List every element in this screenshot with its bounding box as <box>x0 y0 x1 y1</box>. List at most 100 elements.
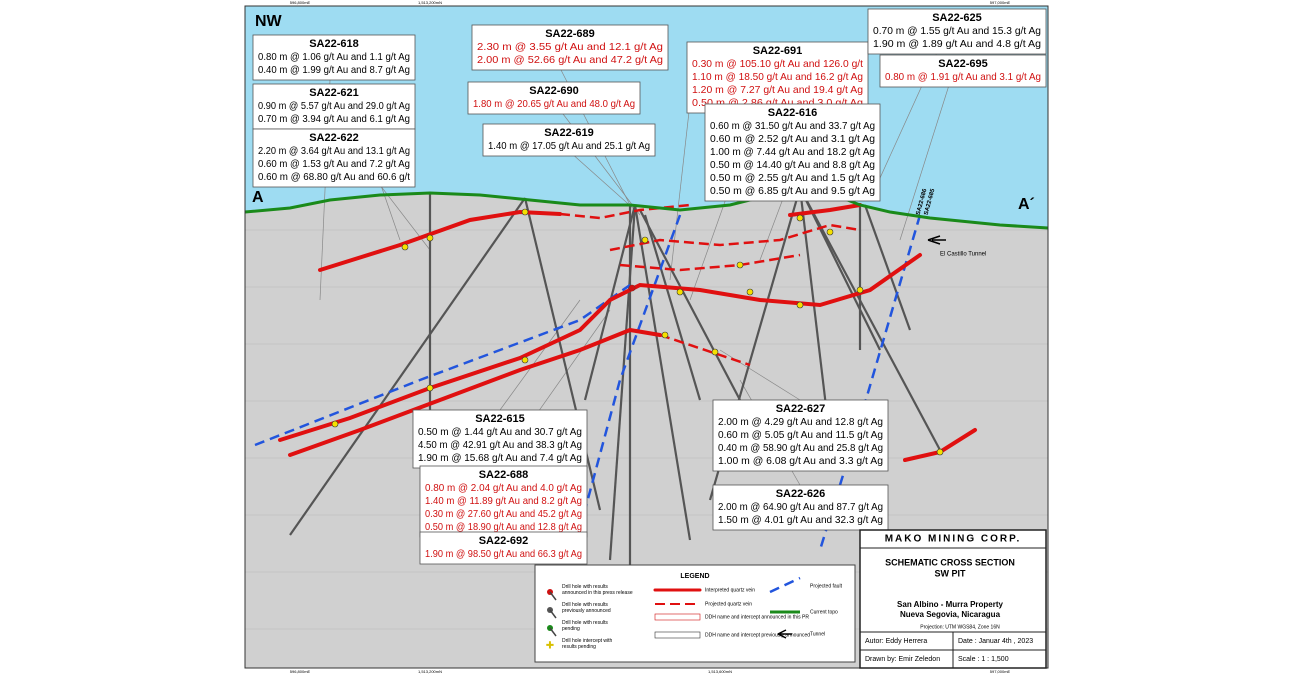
grid-label: 1,513,600mN <box>708 669 732 674</box>
legend-item: Projected fault <box>810 583 843 589</box>
intercept-line: 0.80 m @ 2.04 g/t Au and 4.0 g/t Ag <box>425 482 582 494</box>
intercept-line: 0.40 m @ 1.99 g/t Au and 8.7 g/t Ag <box>258 64 410 76</box>
hole-name: SA22-615 <box>475 413 525 425</box>
author: Autor: Eddy Herrera <box>865 638 927 645</box>
box-frame <box>482 123 656 157</box>
intercept-line: 1.00 m @ 6.08 g/t Au and 3.3 g/t Ag <box>718 455 883 467</box>
intercept-line: 1.50 m @ 4.01 g/t Au and 32.3 g/t Ag <box>718 514 883 526</box>
title-block: MAKO MINING CORP. SCHEMATIC CROSS SECTIO… <box>859 529 1047 669</box>
hole-name: SA22-618 <box>309 38 359 50</box>
hole-name: SA22-622 <box>309 132 359 144</box>
legend-item: Projected quartz vein <box>705 601 752 607</box>
hole-name: SA22-692 <box>479 535 529 547</box>
intercept-line: 0.80 m @ 1.91 g/t Au and 3.1 g/t Ag <box>885 71 1041 83</box>
intercept-line: 0.50 m @ 1.44 g/t Au and 30.7 g/t Ag <box>418 426 582 438</box>
fault <box>583 214 682 511</box>
box-frame <box>419 465 588 538</box>
legend-item: Interpreted quartz vein <box>705 587 755 593</box>
legend-item: Tunnel <box>810 631 825 637</box>
grid-label: 1,513,200mN <box>418 669 442 674</box>
intercept-line: 0.50 m @ 6.85 g/t Au and 9.5 g/t Ag <box>710 185 875 197</box>
scale: Scale : 1 : 1,500 <box>958 656 1009 663</box>
grid-label: 596,800mE <box>290 0 311 5</box>
tunnel-label: El Castillo Tunnel <box>940 252 986 258</box>
veins <box>278 203 977 462</box>
intercept-line: 2.20 m @ 3.64 g/t Au and 13.1 g/t Ag <box>258 145 410 157</box>
intercepts <box>331 208 944 456</box>
intercept-line: 2.00 m @ 52.66 g/t Au and 47.2 g/t Ag <box>477 54 663 66</box>
legend-item: Drill hole intercept with results pending <box>562 638 613 650</box>
block-subtitle: SW PIT <box>935 568 967 578</box>
hole-name: SA22-688 <box>479 469 529 481</box>
intercept-line: 1.90 m @ 1.89 g/t Au and 4.8 g/t Ag <box>873 38 1041 50</box>
legend-title: LEGEND <box>680 573 709 580</box>
box-frame <box>252 34 416 81</box>
intercept-line: 1.90 m @ 98.50 g/t Au and 66.3 g/t Ag <box>425 548 582 560</box>
hole-name: SA22-627 <box>776 403 826 415</box>
tunnel <box>927 235 946 245</box>
grid-labels: 596,800mE 1,513,200mN 597,000mE 596,800mE 1,… <box>290 0 1011 674</box>
intercept-line: 1.90 m @ 15.68 g/t Au and 7.4 g/t Ag <box>418 452 582 464</box>
intercept-line: 0.60 m @ 5.05 g/t Au and 11.5 g/t Ag <box>718 429 883 441</box>
intercept-line: 4.50 m @ 42.91 g/t Au and 38.3 g/t Ag <box>418 439 582 451</box>
intercept-line: 1.80 m @ 20.65 g/t Au and 48.0 g/t Ag <box>473 98 635 110</box>
date: Date : Januar 4th , 2023 <box>958 638 1033 645</box>
box-frame <box>704 103 881 202</box>
hole-name: SA22-695 <box>938 58 988 70</box>
intercept-line: 0.70 m @ 1.55 g/t Au and 15.3 g/t Ag <box>873 25 1041 37</box>
legend-item: Drill hole with results announced in this… <box>562 584 633 596</box>
intercept-line: 1.20 m @ 7.27 g/t Au and 19.4 g/t Ag <box>692 84 863 96</box>
hole-name: SA22-690 <box>529 85 579 97</box>
hole-name: SA22-625 <box>932 12 982 24</box>
intercept-line: 0.70 m @ 3.94 g/t Au and 6.1 g/t Ag <box>258 113 410 125</box>
box-frame <box>252 83 416 130</box>
intercept-line: 0.40 m @ 58.90 g/t Au and 25.8 g/t Ag <box>718 442 883 454</box>
svg-text:✚: ✚ <box>546 641 554 652</box>
grid-label: 597,000mE <box>990 669 1011 674</box>
intercept-line: 0.80 m @ 1.06 g/t Au and 1.1 g/t Ag <box>258 51 410 63</box>
intercept-line: 0.50 m @ 14.40 g/t Au and 8.8 g/t Ag <box>710 159 875 171</box>
legend-item: Current topo <box>810 609 838 615</box>
projection: Projection: UTM WGS84, Zone 16N <box>920 624 1000 630</box>
grid-label: 596,800mE <box>290 669 311 674</box>
intercept-line: 0.50 m @ 18.90 g/t Au and 12.8 g/t Ag <box>425 521 582 533</box>
corner-label: NW <box>255 13 283 30</box>
fault <box>254 283 631 447</box>
intercept-line: 0.60 m @ 1.53 g/t Au and 7.2 g/t Ag <box>258 158 410 170</box>
intercept-line: 0.90 m @ 5.57 g/t Au and 29.0 g/t Ag <box>258 100 410 112</box>
intercept-line: 0.30 m @ 27.60 g/t Au and 45.2 g/t Ag <box>425 508 582 520</box>
location: Nueva Segovia, Nicaragua <box>900 610 1001 619</box>
legend-item: DDH name and intercept announced in this… <box>705 614 809 620</box>
company: MAKO MINING CORP. <box>885 534 1022 545</box>
block-title: SCHEMATIC CROSS SECTION <box>885 557 1015 567</box>
legend: LEGEND ✚ Drill hole with results announce… <box>534 564 856 663</box>
intercept-line: 0.60 m @ 31.50 g/t Au and 33.7 g/t Ag <box>710 120 875 132</box>
box-frame <box>467 81 641 115</box>
intercept-line: 1.40 m @ 11.89 g/t Au and 8.2 g/t Ag <box>425 495 582 507</box>
section-end: A´ <box>1018 196 1035 213</box>
intercept-line: 2.00 m @ 4.29 g/t Au and 12.8 g/t Ag <box>718 416 883 428</box>
box-frame <box>712 484 889 531</box>
hole-name: SA22-616 <box>768 107 818 119</box>
grid-label: 597,000mE <box>990 0 1011 5</box>
box-frame <box>252 128 416 188</box>
hole-name: SA22-621 <box>309 87 359 99</box>
legend-item: Drill hole with results pending <box>562 620 608 632</box>
intercept-line: 1.00 m @ 7.44 g/t Au and 18.2 g/t Ag <box>710 146 875 158</box>
hole-name: SA22-691 <box>753 45 803 57</box>
legend-item: DDH name and intercept previously announ… <box>705 632 810 638</box>
intercept-line: 0.60 m @ 2.52 g/t Au and 3.1 g/t Ag <box>710 133 875 145</box>
